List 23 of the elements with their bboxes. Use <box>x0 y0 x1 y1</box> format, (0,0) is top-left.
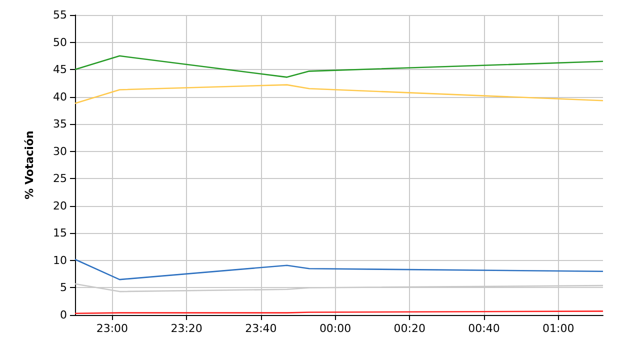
x-tick-label: 00:20 <box>394 322 426 335</box>
line-series <box>74 258 604 280</box>
y-tick-label: 5 <box>60 281 67 294</box>
x-tick-label: 23:20 <box>170 322 202 335</box>
y-tick-label: 55 <box>53 8 67 22</box>
x-tick-label: 00:00 <box>319 322 352 335</box>
x-tick-label: 00:40 <box>468 322 500 335</box>
y-tick-label: 0 <box>60 308 67 322</box>
x-tick-label: 23:40 <box>245 322 277 335</box>
y-tick-label: 10 <box>53 254 67 267</box>
y-tick-label: 40 <box>53 90 67 104</box>
y-tick-label: 50 <box>53 36 67 49</box>
line-series <box>74 84 604 104</box>
y-tick-label: 25 <box>53 172 67 186</box>
line-series <box>74 55 604 78</box>
y-tick-label: 15 <box>53 226 67 240</box>
x-tick-label: 23:00 <box>96 322 128 335</box>
y-tick-label: 45 <box>53 63 67 76</box>
y-axis-title: % Votación <box>23 130 36 200</box>
x-tick-label: 01:00 <box>542 322 574 335</box>
y-tick-label: 35 <box>53 118 67 131</box>
y-tick-label: 30 <box>53 144 67 158</box>
y-tick-label: 20 <box>53 199 67 212</box>
